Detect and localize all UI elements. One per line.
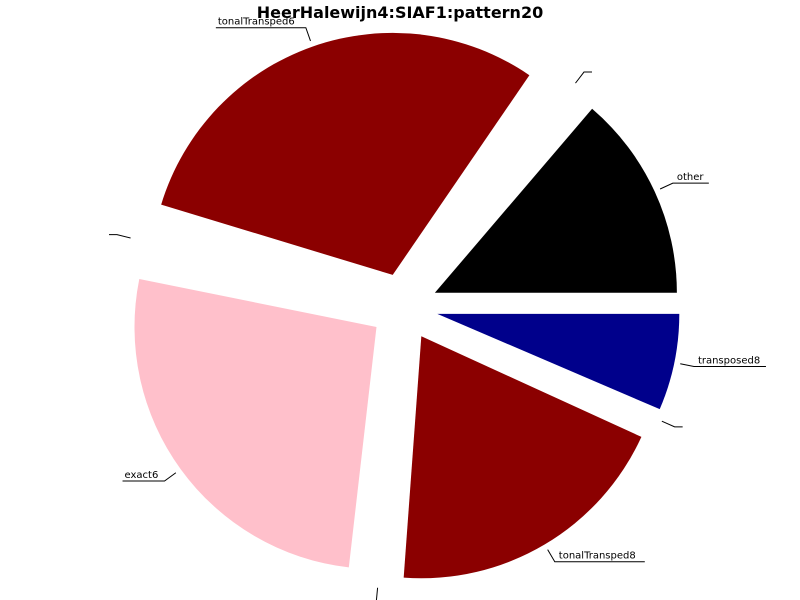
leader-line-transposed8	[680, 363, 766, 368]
leader-line-blank-1	[575, 71, 592, 84]
pie-slice-blank-3	[133, 228, 372, 299]
pie-slices	[133, 32, 680, 583]
pie-slice-transposed8	[437, 313, 680, 410]
pie-slice-tonaltransped8	[403, 336, 642, 579]
leader-line-tonaltransped8	[547, 549, 645, 563]
slice-label-tonaltransped6: tonalTransped6	[218, 17, 295, 28]
slice-label-tonaltransped8: tonalTransped8	[559, 551, 636, 562]
slice-label-exact6: exact6	[125, 470, 159, 481]
slice-label-transposed8: transposed8	[698, 356, 760, 367]
leader-line-blank-3	[108, 234, 131, 239]
leader-line-blank-7	[661, 420, 683, 428]
leader-lines	[108, 27, 766, 600]
leader-line-tonaltransped6	[215, 27, 311, 42]
pie-slice-blank-7	[435, 320, 658, 422]
slice-label-other: other	[677, 172, 705, 183]
pie-slice-blank-5	[373, 340, 401, 583]
leader-line-blank-5	[375, 587, 379, 600]
pie-slice-exact6	[134, 279, 377, 568]
leader-line-exact6	[122, 472, 177, 482]
chart-title: HeerHalewijn4:SIAF1:pattern20	[257, 3, 543, 22]
slice-labels: other tonalTransped6 exact6 tonalTransped8 t…	[125, 17, 761, 562]
pie-slice-other	[434, 108, 677, 293]
pie-slice-tonaltransped6	[161, 32, 530, 275]
leader-line-other	[659, 182, 709, 190]
pie-slice-blank-1	[424, 80, 582, 281]
